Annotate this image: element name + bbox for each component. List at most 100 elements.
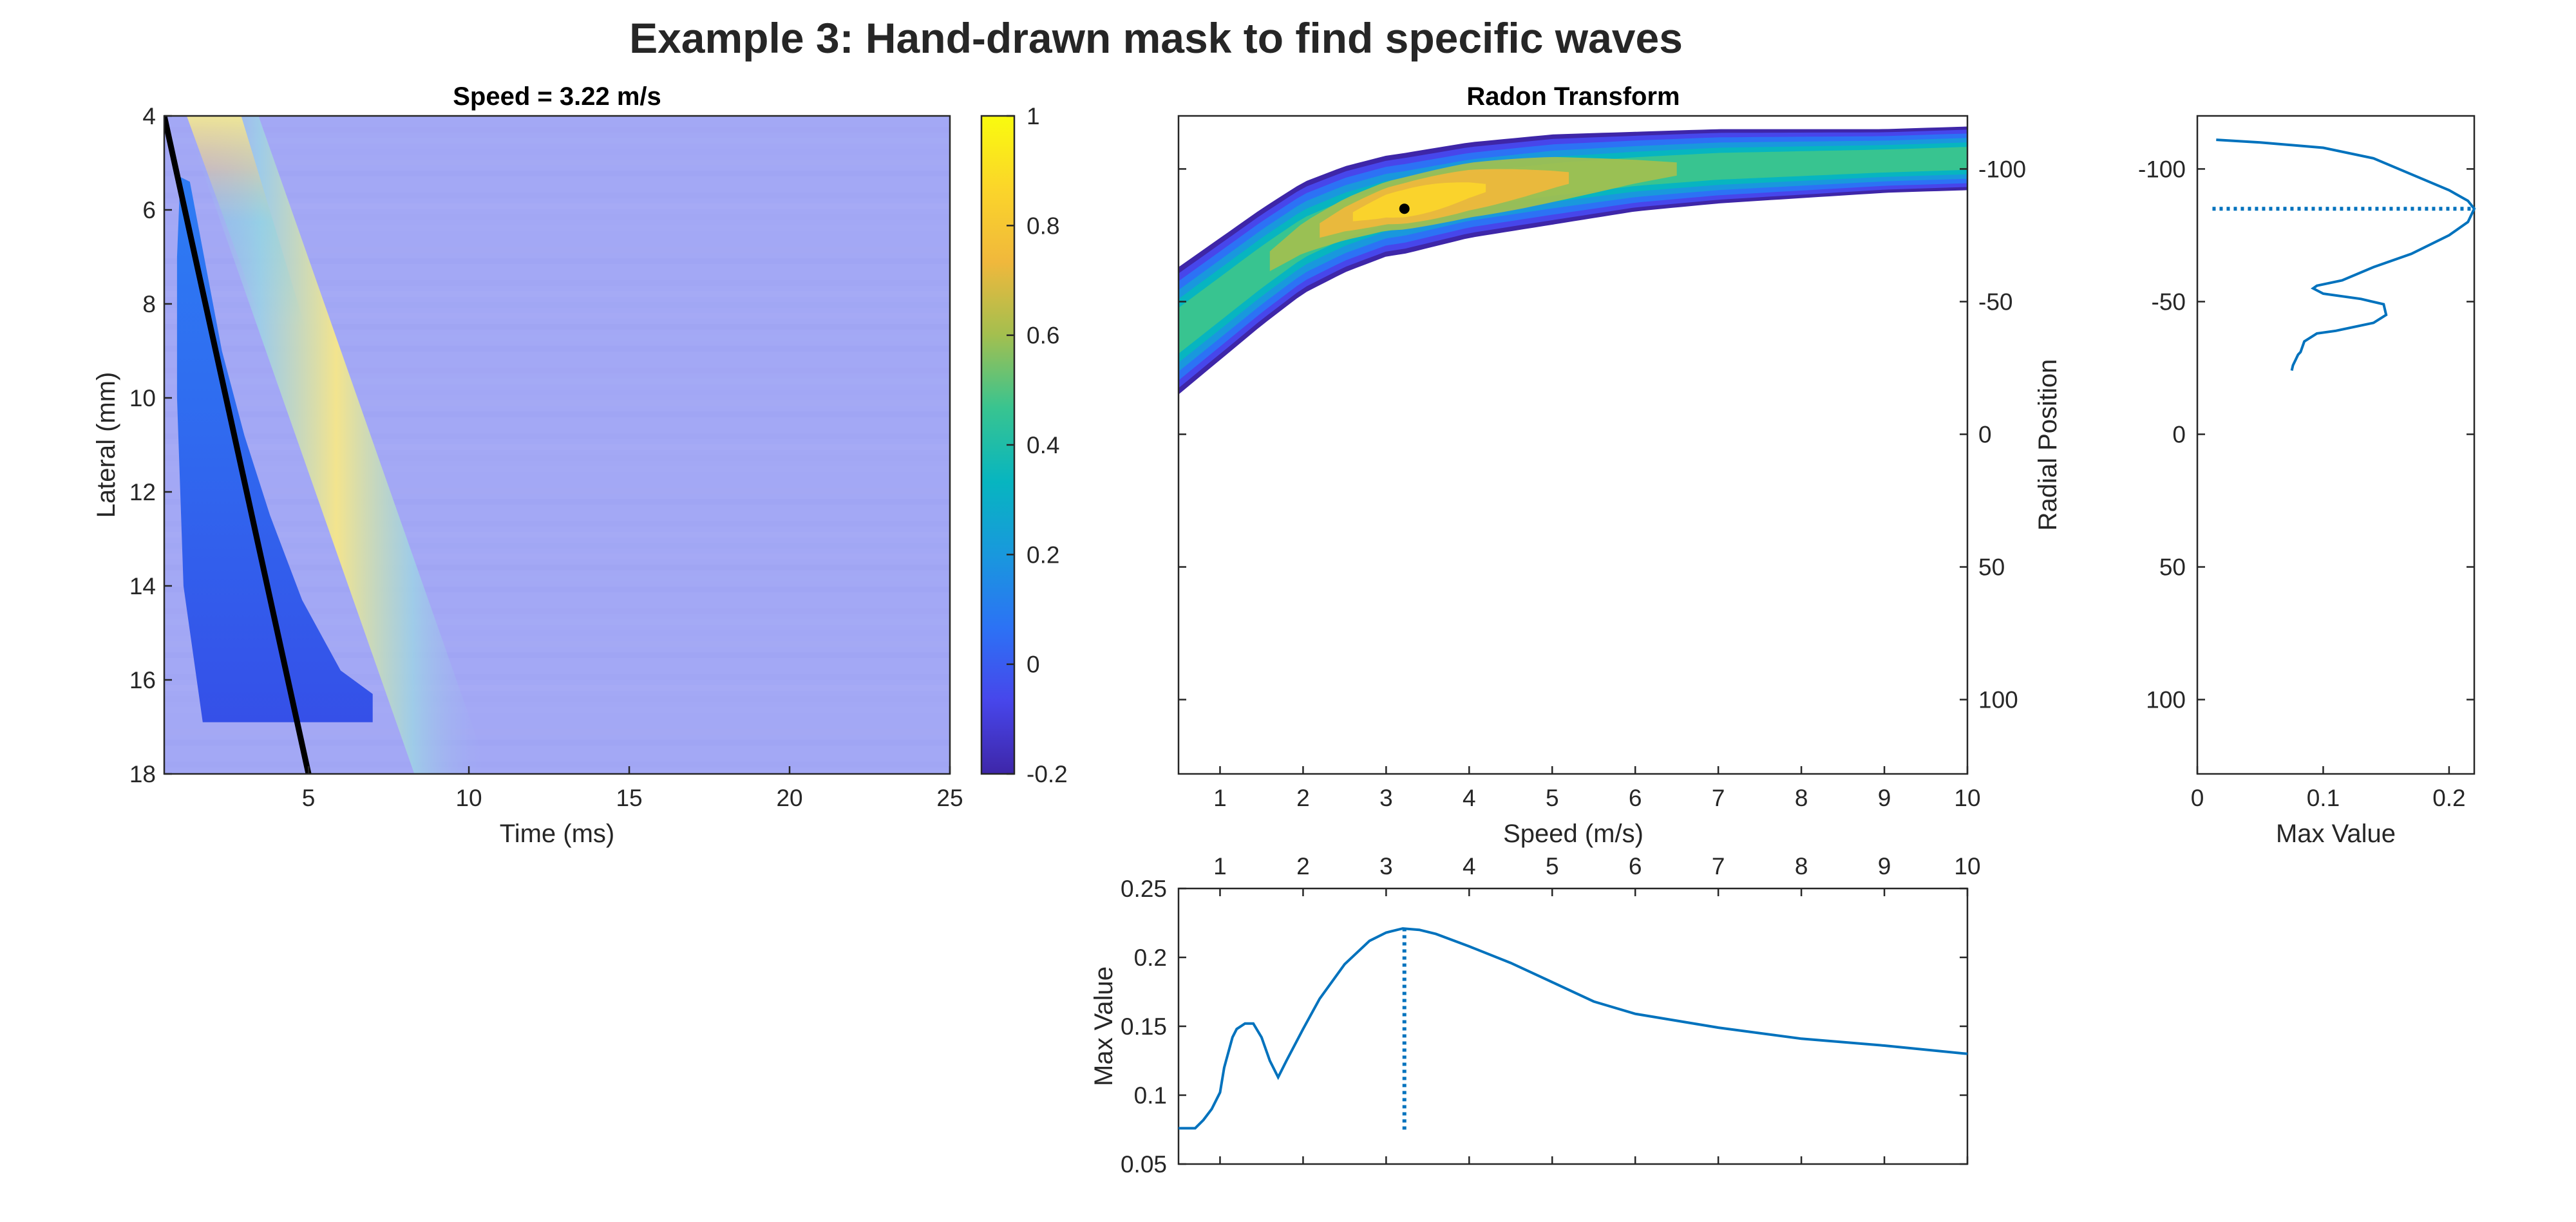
max-speed-axes: [1177, 887, 1969, 1165]
max-speed-xtick-label: 1: [1213, 853, 1227, 879]
wave-band-core: [186, 116, 306, 328]
max-speed-ytick-label: 0.25: [1121, 876, 1167, 902]
speed-map-ylabel: Lateral (mm): [92, 372, 120, 518]
colorbar-tick-label: 0.2: [1027, 541, 1059, 568]
speed-map-xlabel: Time (ms): [500, 820, 614, 848]
texture-stripe: [164, 554, 950, 559]
max-speed-xtick-label: 9: [1878, 853, 1891, 879]
max-speed-xticks: 1 2 3 4 5 6 7 8 9 10: [1213, 853, 1981, 1164]
radon-xtick-label: 8: [1795, 785, 1808, 811]
radon-ylabel: Radial Position: [2034, 359, 2062, 531]
max-position-xtick-label: 0.2: [2432, 785, 2465, 811]
speed-fit-line: [164, 116, 312, 774]
hand-drawn-mask: [176, 176, 373, 722]
colorbar-ticks: 1 0.8 0.6 0.4 0.2 0 -0.2: [1007, 103, 1068, 787]
speed-map-texture: [164, 127, 950, 767]
radon-panel: Radon Transform 1 2 3 4 5 6 7 8 9 10 -100 -50 0 50 10…: [1177, 82, 2062, 848]
radon-plot: [1179, 116, 1967, 774]
radon-ytick-label: 50: [1978, 554, 2005, 581]
speed-map-panel: Speed = 3.22 m/s 5 10 15 20 25 4 6 8 10 12 14 16 18…: [92, 82, 963, 848]
max-speed-ylabel: Max Value: [1090, 966, 1118, 1086]
radon-ytick-label: 100: [1978, 687, 2018, 713]
max-position-panel: 0 0.1 0.2 -100 -50 0 50 100 Max Value: [2138, 115, 2476, 848]
speed-map-xtick-label: 20: [776, 785, 802, 811]
colorbar-tick-label: 0.4: [1027, 432, 1059, 458]
texture-stripe: [164, 335, 950, 341]
speed-map-yticks: 4 6 8 10 12 14 16 18: [129, 103, 172, 787]
radon-xtick-label: 4: [1463, 785, 1476, 811]
texture-stripe: [164, 247, 950, 253]
texture-stripe: [164, 466, 950, 472]
radon-ytick-label: 0: [1978, 422, 1992, 448]
texture-stripe: [164, 532, 950, 538]
max-position-ytick-label: -50: [2152, 288, 2186, 315]
texture-stripe: [164, 587, 950, 592]
radon-xtick-label: 7: [1712, 785, 1725, 811]
speed-map-xtick-label: 15: [616, 785, 642, 811]
texture-stripe: [164, 652, 950, 658]
speed-map-ytick-label: 10: [129, 385, 156, 411]
radon-xtick-label: 6: [1629, 785, 1642, 811]
radon-ytick-label: -50: [1978, 288, 2012, 315]
speed-map-ytick-label: 14: [129, 573, 156, 599]
texture-stripe: [164, 565, 950, 570]
max-speed-xtick-label: 6: [1629, 853, 1642, 879]
texture-stripe: [164, 707, 950, 713]
max-position-curve: [2216, 138, 2476, 371]
max-position-ytick-label: 100: [2146, 687, 2186, 713]
radon-hot-layer: [1352, 182, 1486, 221]
texture-stripe: [164, 619, 950, 625]
texture-stripe: [164, 740, 950, 746]
max-speed-ytick-label: 0.1: [1134, 1082, 1167, 1109]
radon-yticks: -100 -50 0 50 100: [1179, 156, 2026, 713]
max-speed-yticks: 0.25 0.2 0.15 0.1 0.05: [1121, 876, 1967, 1178]
texture-stripe: [164, 608, 950, 614]
radon-ytick-label: -100: [1978, 156, 2026, 182]
radon-xticks: 1 2 3 4 5 6 7 8 9 10: [1213, 766, 1981, 811]
speed-map-xtick-label: 5: [302, 785, 316, 811]
max-speed-xtick-label: 5: [1546, 853, 1559, 879]
colorbar-tick-label: 0.6: [1027, 323, 1059, 349]
texture-stripe: [164, 674, 950, 680]
radon-xtick-label: 9: [1878, 785, 1891, 811]
texture-stripe: [164, 499, 950, 505]
texture-stripe: [164, 171, 950, 176]
texture-stripe: [164, 291, 950, 297]
texture-stripe: [164, 127, 950, 133]
radon-xlabel: Speed (m/s): [1503, 820, 1643, 848]
texture-stripe: [164, 444, 950, 450]
texture-stripe: [164, 411, 950, 417]
texture-stripe: [164, 379, 950, 384]
radon-xtick-label: 3: [1379, 785, 1393, 811]
max-speed-xtick-label: 3: [1379, 853, 1393, 879]
texture-stripe: [164, 193, 950, 198]
max-position-xticks: 0 0.1 0.2: [2191, 766, 2466, 811]
colorbar-tick-label: 0: [1027, 652, 1040, 678]
texture-stripe: [164, 203, 950, 209]
max-speed-panel: 1 2 3 4 5 6 7 8 9 10 0.25 0.2 0.15 0.1 0.05 Max Value: [1090, 853, 1981, 1178]
radon-ridge: [1179, 126, 1967, 395]
max-position-xlabel: Max Value: [2276, 820, 2396, 848]
texture-stripe: [164, 422, 950, 428]
max-position-axes: [2196, 115, 2476, 775]
radon-xtick-label: 2: [1296, 785, 1310, 811]
texture-stripe: [164, 685, 950, 691]
colorbar-tick-label: -0.2: [1027, 761, 1068, 787]
max-speed-xtick-label: 8: [1795, 853, 1808, 879]
max-speed-ytick-label: 0.05: [1121, 1151, 1167, 1178]
texture-stripe: [164, 488, 950, 494]
texture-stripe: [164, 400, 950, 406]
colorbar: 1 0.8 0.6 0.4 0.2 0 -0.2: [980, 103, 1068, 787]
texture-stripe: [164, 149, 950, 155]
texture-stripe: [164, 313, 950, 319]
texture-stripe: [164, 324, 950, 330]
max-speed-xtick-label: 4: [1463, 853, 1476, 879]
speed-map-title: Speed = 3.22 m/s: [453, 82, 661, 111]
radon-xtick-label: 10: [1954, 785, 1980, 811]
max-speed-curve: [1179, 927, 1968, 1130]
texture-stripe: [164, 762, 950, 767]
colorbar-tick-label: 1: [1027, 103, 1040, 129]
texture-stripe: [164, 751, 950, 757]
texture-stripe: [164, 433, 950, 439]
